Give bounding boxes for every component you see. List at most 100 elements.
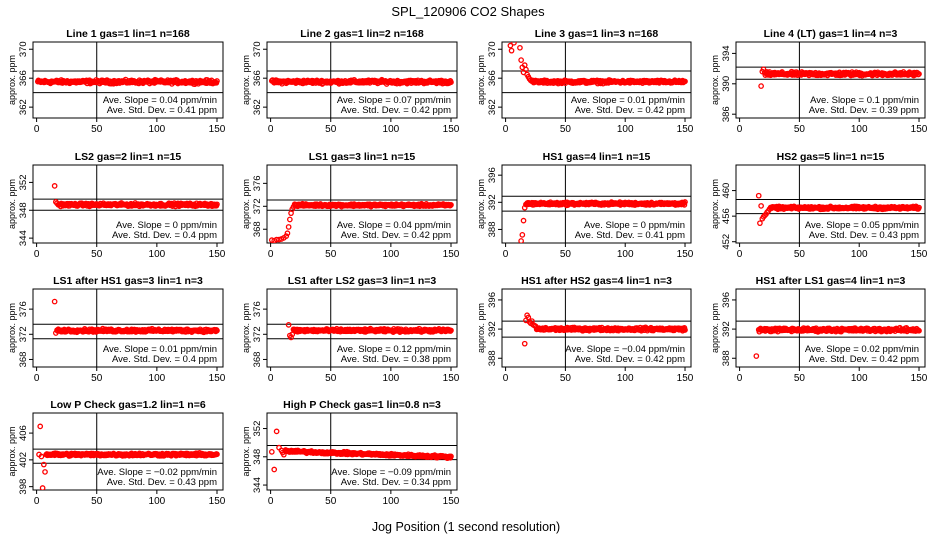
x-tick-label: 150: [443, 496, 460, 507]
panel-title: Line 2 gas=1 lin=2 n=168: [300, 28, 424, 40]
y-tick-label: 372: [252, 198, 263, 214]
y-tick-label: 362: [18, 99, 29, 115]
plot-frame: [32, 288, 224, 368]
panel-10: LS1 after LS2 gas=3 lin=1 n=3 0 50 100 150 36…: [241, 275, 460, 384]
y-tick-label: 388: [721, 350, 732, 366]
annotation-line: Ave. Std. Dev. = 0.42 ppm: [575, 354, 685, 365]
x-tick-label: 100: [617, 373, 634, 384]
data-point: [39, 485, 46, 490]
data-point: [214, 451, 220, 458]
y-tick-label: 394: [721, 45, 732, 61]
data-point: [448, 453, 454, 460]
x-tick-label: 150: [209, 249, 226, 260]
plot-frame: [266, 412, 458, 491]
data-point: [681, 202, 688, 208]
data-point: [916, 327, 922, 334]
data-point: [758, 83, 764, 89]
y-tick-label: 366: [252, 70, 263, 86]
data-point: [916, 71, 922, 77]
data-point: [283, 233, 290, 239]
x-tick-label: 50: [794, 373, 806, 384]
y-tick-label: 368: [252, 352, 263, 368]
panel-12: HS1 after LS1 gas=4 lin=1 n=3 0 50 100 150 38…: [710, 275, 928, 384]
x-tick-label: 50: [560, 373, 572, 384]
y-tick-label: 344: [252, 477, 263, 493]
x-tick-label: 100: [149, 249, 166, 260]
x-tick-label: 150: [443, 124, 460, 135]
y-tick-label: 392: [721, 321, 732, 337]
y-tick-label: 348: [18, 202, 29, 218]
x-tick-label: 150: [911, 249, 928, 260]
y-tick-label: 398: [18, 479, 29, 495]
plot-frame: [266, 41, 458, 119]
y-tick-label: 344: [18, 230, 29, 246]
data-point: [51, 183, 58, 189]
annotation-line: Ave. Slope = 0.04 ppm/min: [337, 220, 451, 231]
data-point: [214, 201, 220, 208]
y-tick-label: 362: [487, 99, 498, 115]
y-axis-label: approx. ppm: [476, 55, 486, 105]
annotation-line: Ave. Slope = 0.12 ppm/min: [337, 344, 451, 355]
x-tick-label: 50: [325, 496, 337, 507]
x-tick-label: 0: [34, 496, 40, 507]
data-point: [519, 232, 526, 238]
plot-frame: [266, 288, 458, 368]
annotation-line: Ave. Std. Dev. = 0.38 ppm: [341, 354, 451, 365]
data-point: [288, 334, 294, 341]
plot-frame: [32, 412, 224, 491]
data-points: [507, 42, 688, 87]
data-point: [755, 192, 762, 199]
x-tick-label: 50: [325, 124, 337, 135]
y-tick-label: 362: [252, 99, 263, 115]
y-tick-label: 396: [721, 292, 732, 308]
x-tick-label: 150: [209, 496, 226, 507]
panel-4: Line 4 (LT) gas=1 lin=4 n=3 0 50 100 150 386 3…: [710, 28, 928, 135]
data-point: [520, 217, 527, 224]
annotation-line: Ave. Std. Dev. = 0.39 ppm: [809, 105, 919, 116]
annotation-line: Ave. Slope = 0.1 ppm/min: [810, 95, 919, 106]
y-tick-label: 392: [487, 194, 498, 210]
panel-3: Line 3 gas=1 lin=3 n=168 0 50 100 150 362 366 3…: [476, 28, 694, 135]
x-tick-label: 150: [677, 373, 694, 384]
y-axis-label: approx. ppm: [241, 179, 251, 229]
data-point: [214, 327, 220, 334]
x-tick-label: 50: [91, 373, 103, 384]
annotation-line: Ave. Slope = −0.04 ppm/min: [565, 344, 685, 355]
data-point: [518, 238, 524, 243]
annotation-line: Ave. Std. Dev. = 0.41 ppm: [107, 105, 217, 116]
y-tick-label: 388: [487, 350, 498, 366]
x-tick-label: 100: [617, 249, 634, 260]
plot-frame: [32, 164, 224, 244]
data-point: [916, 204, 922, 211]
data-point: [268, 449, 275, 455]
panel-8: HS2 gas=5 lin=1 n=15 0 50 100 150 452 456 460ap…: [710, 151, 928, 260]
x-tick-label: 100: [383, 249, 400, 260]
data-point: [286, 216, 293, 223]
data-points: [758, 66, 922, 89]
panels: Line 1 gas=1 lin=1 n=168 0 50 100 150 362 366 3…: [7, 28, 928, 507]
plot-frame: [266, 164, 458, 244]
y-tick-label: 376: [252, 301, 263, 317]
y-axis-label: approx. ppm: [7, 179, 17, 229]
panel-title: Line 3 gas=1 lin=3 n=168: [535, 28, 659, 40]
y-tick-label: 402: [18, 452, 29, 468]
panel-title: HS1 gas=4 lin=1 n=15: [543, 151, 651, 163]
y-tick-label: 386: [721, 106, 732, 122]
y-axis-label: approx. ppm: [241, 303, 251, 353]
plot-frame: [735, 288, 926, 368]
panel-title: LS2 gas=2 lin=1 n=15: [75, 151, 182, 163]
y-tick-label: 368: [18, 352, 29, 368]
panel-title: HS1 after LS1 gas=4 lin=1 n=3: [756, 275, 906, 287]
x-tick-label: 50: [91, 124, 103, 135]
data-points: [51, 298, 220, 336]
panel-title: HS1 after HS2 gas=4 lin=1 n=3: [521, 275, 672, 287]
x-tick-label: 150: [911, 373, 928, 384]
data-points: [755, 192, 922, 227]
plot-frame: [501, 164, 692, 244]
x-tick-label: 50: [560, 249, 572, 260]
annotation-line: Ave. Std. Dev. = 0.42 ppm: [341, 230, 451, 241]
x-tick-label: 50: [325, 249, 337, 260]
data-point: [37, 423, 44, 430]
data-point: [285, 322, 292, 328]
x-tick-label: 0: [34, 124, 40, 135]
